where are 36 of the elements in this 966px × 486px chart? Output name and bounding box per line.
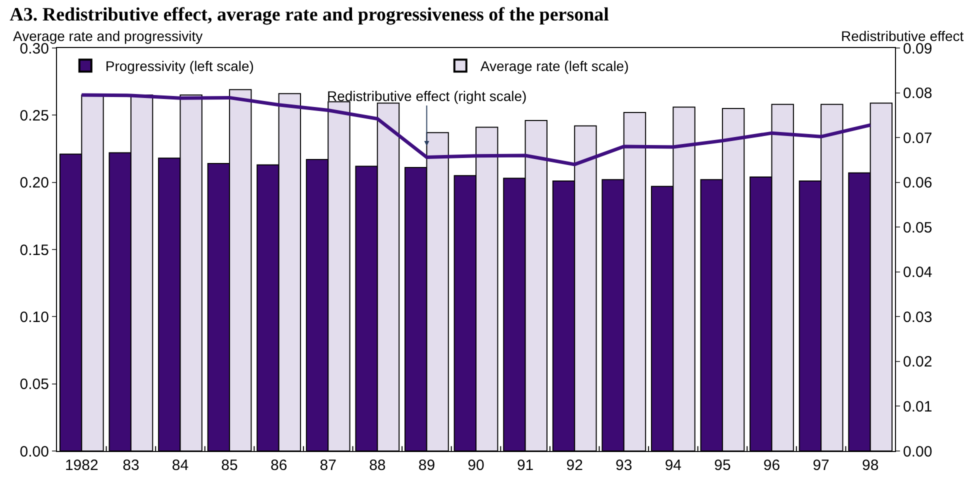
y2-tick-label: 0.04 [903, 264, 932, 282]
y2-tick-label: 0.08 [903, 85, 932, 102]
x-tick-label: 1982 [64, 457, 98, 474]
x-tick-label: 98 [862, 457, 879, 474]
y2-tick-label: 0.01 [903, 398, 932, 416]
x-tick-label: 86 [270, 457, 288, 474]
x-tick-label: 96 [763, 457, 780, 474]
x-tick-label: 89 [418, 457, 436, 474]
x-tick-label: 87 [320, 457, 336, 474]
legend-label: Progressivity (left scale) [105, 58, 254, 74]
chart-title: A3. Redistributive effect, average rate and progressiveness of the personal [10, 4, 609, 26]
y2-tick-label: 0.02 [903, 354, 932, 371]
x-tick-label: 88 [369, 457, 386, 474]
y-tick-label: 0.15 [20, 242, 49, 259]
x-tick-label: 84 [172, 457, 189, 474]
x-tick-label: 97 [812, 457, 830, 474]
x-tick-label: 90 [468, 457, 484, 474]
x-tick-label: 93 [616, 457, 632, 474]
y-tick-label: 0.25 [20, 107, 49, 124]
legend-label: Average rate (left scale) [480, 58, 629, 74]
y-tick-label: 0.00 [20, 443, 49, 460]
y-tick-label: 0.20 [20, 174, 49, 192]
y-tick-label: 0.05 [20, 376, 49, 394]
x-tick-label: 83 [122, 457, 140, 474]
x-tick-label: 92 [566, 457, 583, 474]
y2-tick-label: 0.05 [903, 219, 932, 236]
y2-tick-label: 0.07 [903, 130, 932, 147]
annotation: Redistributive effect (right scale) [327, 88, 527, 104]
x-tick-label: 95 [714, 457, 731, 474]
y2-tick-label: 0.03 [903, 308, 932, 326]
y-tick-label: 0.10 [20, 308, 49, 326]
x-tick-label: 94 [664, 457, 682, 474]
y2-tick-label: 0.06 [903, 174, 932, 192]
y2-tick-label: 0.00 [903, 443, 932, 460]
x-tick-label: 91 [516, 457, 534, 474]
x-tick-label: 85 [221, 457, 238, 474]
